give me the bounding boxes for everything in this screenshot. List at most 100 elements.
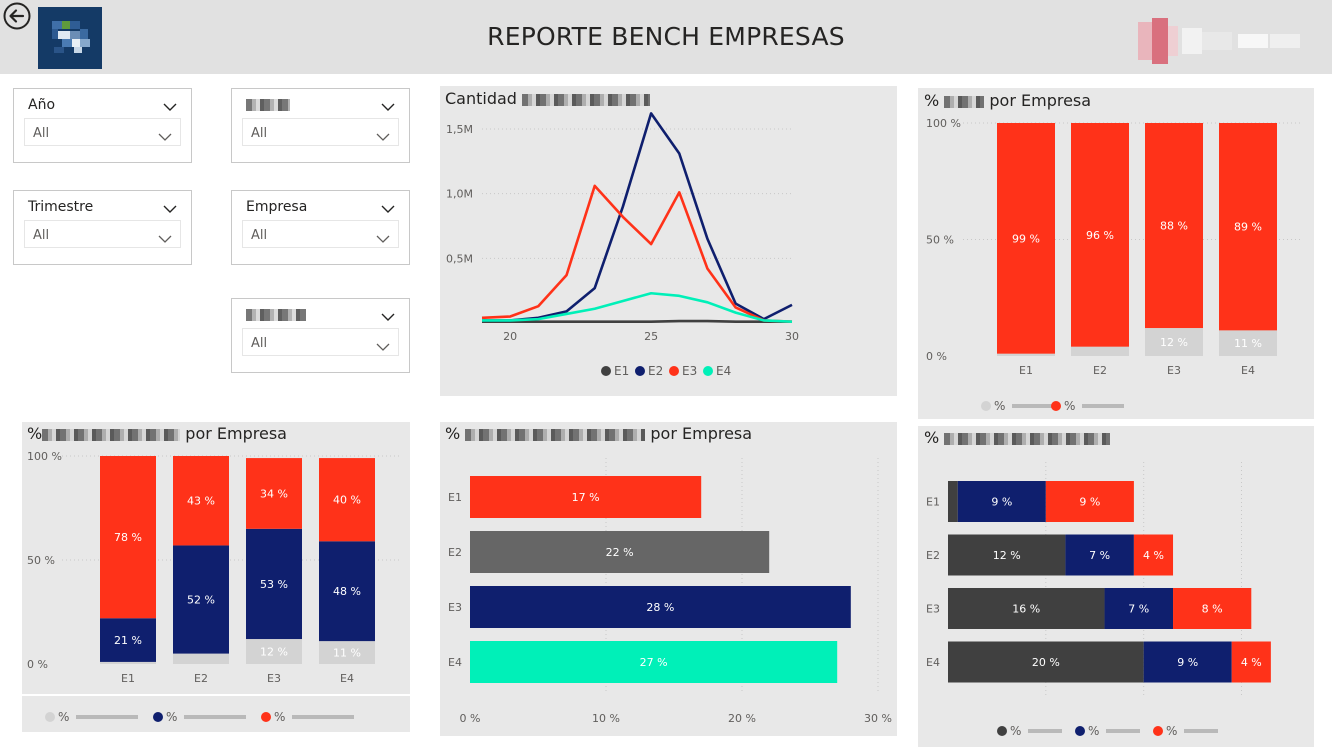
bar-segment — [1133, 534, 1174, 576]
legend-marker — [601, 366, 611, 376]
chevron-down-icon[interactable] — [381, 97, 395, 116]
bar-segment — [1143, 641, 1232, 683]
chart-title-post: por Empresa — [989, 91, 1092, 110]
bar-segment — [100, 456, 156, 619]
data-label: 9 % — [991, 496, 1012, 509]
chart-title: % — [924, 428, 1111, 447]
legend-marker — [153, 712, 163, 722]
slicer-filter-2[interactable]: All — [231, 88, 410, 163]
data-label: 11 % — [1234, 337, 1262, 350]
y-tick-label: E2 — [448, 546, 462, 559]
legend-label: % — [58, 710, 69, 724]
chevron-down-icon[interactable] — [163, 199, 177, 218]
bar-segment — [1145, 123, 1203, 329]
x-tick-label: E1 — [121, 672, 135, 685]
data-label: 89 % — [1234, 221, 1262, 234]
legend-label: % — [166, 710, 177, 724]
legend-marker — [1075, 726, 1085, 736]
chevron-down-icon[interactable] — [381, 199, 395, 218]
stacked-column-chart: 0 % 50 % 100 % 99 % E1 96 % E2 12 % 88 % E3 11 % 89… — [926, 117, 1303, 413]
y-tick-label: 0 % — [27, 658, 48, 671]
dropdown-filter-5[interactable]: All — [242, 328, 399, 356]
slicer-label-blurred — [246, 97, 290, 113]
x-tick-label: E1 — [1019, 364, 1033, 377]
legend-marker — [45, 712, 55, 722]
bar-segment — [100, 661, 156, 664]
data-label: 12 % — [993, 549, 1021, 562]
legend-label-blurred — [292, 715, 354, 719]
dropdown-trimestre[interactable]: All — [24, 220, 181, 248]
series-line-E2 — [482, 112, 793, 322]
data-label: 9 % — [1079, 496, 1100, 509]
dropdown-value: All — [251, 228, 268, 243]
y-tick-label: 50 % — [27, 554, 55, 567]
bar — [470, 586, 851, 628]
stacked-column-chart: 0 % 50 % 100 % 21 % 78 % E1 52 % 43 % E2 12 % 53 %… — [22, 450, 410, 724]
data-label: 11 % — [333, 647, 361, 660]
back-arrow-icon[interactable] — [3, 2, 31, 30]
panel-bottom-left-chart: % por Empresa 0 % 50 % 100 % 21 % 78 % E1 52 %… — [22, 422, 410, 732]
bar-segment — [1045, 481, 1134, 522]
bar-segment — [246, 528, 302, 640]
data-label: 96 % — [1086, 229, 1114, 242]
chart-title-post: por Empresa — [185, 424, 287, 443]
dropdown-empresa[interactable]: All — [242, 220, 399, 248]
chevron-down-icon — [376, 229, 390, 248]
blurred-text — [522, 93, 651, 106]
x-tick-label: 20 % — [728, 712, 756, 725]
y-tick-label: E3 — [926, 603, 940, 616]
series-line-E3 — [481, 184, 793, 324]
legend-label: % — [1166, 724, 1177, 738]
report-title: REPORTE BENCH EMPRESAS — [487, 22, 845, 51]
legend-marker — [669, 366, 679, 376]
chevron-down-icon[interactable] — [163, 97, 177, 116]
legend-label-blurred — [1012, 404, 1054, 408]
bar-segment — [948, 641, 1144, 683]
data-label: 4 % — [1143, 549, 1164, 562]
chart-title-pre: % — [924, 91, 940, 110]
chart-title-pre: % — [924, 428, 940, 447]
legend-label: % — [1088, 724, 1099, 738]
slicer-trimestre[interactable]: Trimestre All — [13, 190, 192, 265]
y-tick-label: 1,5M — [446, 123, 473, 136]
bar — [470, 641, 838, 683]
bar-segment — [997, 353, 1055, 356]
data-label: 40 % — [333, 494, 361, 507]
slicer-label: Empresa — [246, 199, 308, 215]
x-tick-label: 30 % — [864, 712, 892, 725]
panel-bottom-mid-chart: % por Empresa 0 % 10 % 20 % 30 % 17 % E1 22 % E… — [440, 422, 897, 736]
slicer-empresa[interactable]: Empresa All — [231, 190, 410, 265]
chevron-down-icon[interactable] — [381, 307, 395, 326]
panel-bottom-right-chart: % 9 % 9 % E1 12 % 7 % 4 % E2 16 % 7 % 8 % E3 20 % 9 … — [918, 426, 1314, 747]
y-tick-label: E1 — [448, 491, 462, 504]
legend-label: % — [274, 710, 285, 724]
bar-segment — [173, 653, 229, 664]
legend-label-blurred — [184, 715, 246, 719]
bar-segment — [1145, 328, 1203, 356]
data-label: 4 % — [1241, 656, 1262, 669]
bar-segment — [1219, 330, 1277, 356]
dropdown-anio[interactable]: All — [24, 118, 181, 146]
x-tick-label: E2 — [194, 672, 208, 685]
slicer-anio[interactable]: Año All — [13, 88, 192, 163]
dropdown-filter-2[interactable]: All — [242, 118, 399, 146]
x-tick-label: E4 — [1241, 364, 1255, 377]
chevron-down-icon — [376, 127, 390, 146]
legend-marker — [981, 401, 991, 411]
legend-label-blurred — [1184, 729, 1218, 733]
legend-label: % — [1064, 399, 1075, 413]
line-chart: 0,5M 1,0M 1,5M 20 25 30 E1 E2 E3 E4 — [446, 112, 799, 378]
bar-segment — [1071, 123, 1129, 347]
y-tick-label: E2 — [926, 549, 940, 562]
slicer-filter-5[interactable]: All — [231, 298, 410, 373]
slicer-label: Trimestre — [28, 199, 94, 215]
data-label: 7 % — [1128, 603, 1149, 616]
y-tick-label: 100 % — [27, 450, 62, 463]
y-tick-label: 100 % — [926, 117, 961, 130]
brand-logo-blurred — [1138, 18, 1308, 64]
chart-title-text: Cantidad — [445, 89, 517, 108]
bar-segment — [1104, 588, 1174, 629]
x-tick-label: E4 — [340, 672, 354, 685]
data-label: 8 % — [1202, 603, 1223, 616]
bar-segment — [1071, 346, 1129, 356]
